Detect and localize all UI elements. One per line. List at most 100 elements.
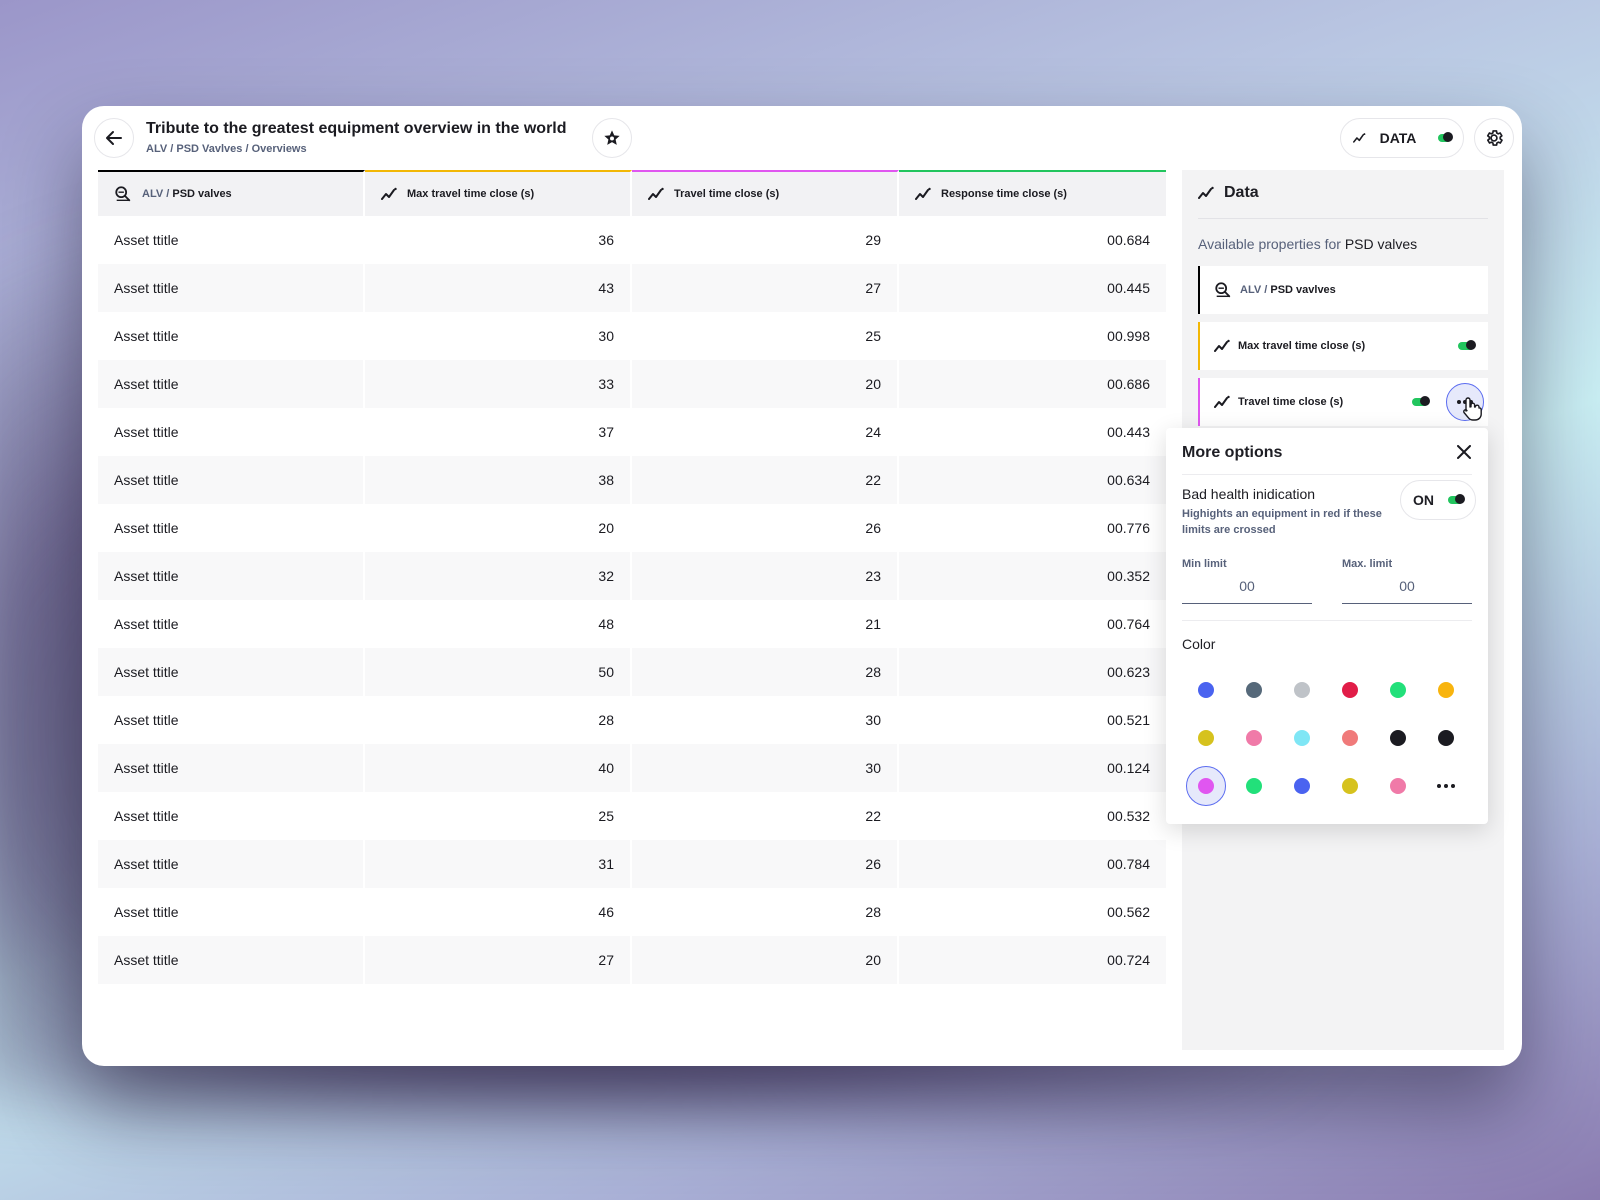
- equipment-table: ALV / PSD valves Max travel time close (…: [98, 170, 1166, 984]
- toggle-label: ON: [1413, 492, 1434, 508]
- table-row[interactable]: Asset ttitle 38 22 00.634: [98, 456, 1166, 504]
- column-header-label: Response time close (s): [941, 188, 1067, 200]
- table-row[interactable]: Asset ttitle 31 26 00.784: [98, 840, 1166, 888]
- asset-title-cell: Asset ttitle: [98, 840, 365, 888]
- close-button[interactable]: [1454, 442, 1474, 462]
- column-header-response-time[interactable]: Response time close (s): [899, 170, 1166, 216]
- favorite-button[interactable]: [592, 118, 632, 158]
- trend-icon: [1353, 133, 1366, 143]
- property-toggle[interactable]: [1458, 340, 1476, 350]
- back-button[interactable]: [94, 118, 134, 158]
- value-cell: 29: [632, 216, 899, 264]
- color-swatch[interactable]: [1230, 714, 1278, 762]
- value-cell: 28: [632, 888, 899, 936]
- property-item-travel-time[interactable]: Travel time close (s): [1198, 378, 1488, 426]
- settings-button[interactable]: [1474, 118, 1514, 158]
- property-prefix: ALV /: [1240, 284, 1268, 296]
- color-swatch[interactable]: [1182, 762, 1230, 810]
- color-swatch[interactable]: [1182, 666, 1230, 714]
- value-cell: 22: [632, 456, 899, 504]
- value-cell: 00.724: [1107, 952, 1150, 968]
- breadcrumb[interactable]: ALV / PSD Vavlves / Overviews: [146, 143, 307, 155]
- value-cell: 00.784: [1107, 856, 1150, 872]
- more-horizontal-icon: [1437, 784, 1455, 788]
- more-options-button[interactable]: [1446, 383, 1484, 421]
- data-panel-toggle[interactable]: DATA: [1340, 118, 1464, 158]
- column-header-travel-time[interactable]: Travel time close (s): [632, 170, 899, 216]
- more-colors-button[interactable]: [1422, 762, 1470, 810]
- value-cell: 00.998: [1107, 328, 1150, 344]
- table-row[interactable]: Asset ttitle 27 20 00.724: [98, 936, 1166, 984]
- star-icon: [604, 130, 620, 145]
- color-swatch[interactable]: [1374, 762, 1422, 810]
- asset-title-cell: Asset ttitle: [98, 552, 365, 600]
- value-cell: 25: [365, 792, 632, 840]
- bad-health-label: Bad health inidication: [1182, 486, 1316, 502]
- value-cell: 00.532: [1107, 808, 1150, 824]
- max-limit-field[interactable]: Max. limit 00: [1342, 558, 1472, 604]
- bad-health-toggle[interactable]: ON: [1400, 480, 1476, 520]
- min-limit-field[interactable]: Min limit 00: [1182, 558, 1312, 604]
- min-limit-input[interactable]: 00: [1182, 578, 1312, 604]
- trend-icon: [648, 187, 664, 200]
- table-row[interactable]: Asset ttitle 43 27 00.445: [98, 264, 1166, 312]
- table-row[interactable]: Asset ttitle 40 30 00.124: [98, 744, 1166, 792]
- data-toggle-label: DATA: [1379, 130, 1417, 146]
- color-swatch[interactable]: [1326, 714, 1374, 762]
- table-row[interactable]: Asset ttitle 50 28 00.623: [98, 648, 1166, 696]
- value-cell: 00.686: [1107, 376, 1150, 392]
- asset-title-cell: Asset ttitle: [98, 408, 365, 456]
- column-header-max-travel-time[interactable]: Max travel time close (s): [365, 170, 632, 216]
- table-row[interactable]: Asset ttitle 25 22 00.532: [98, 792, 1166, 840]
- asset-title-cell: Asset ttitle: [98, 744, 365, 792]
- color-swatch[interactable]: [1278, 666, 1326, 714]
- data-toggle-switch[interactable]: [1438, 132, 1453, 142]
- property-label: Max travel time close (s): [1238, 340, 1366, 352]
- table-row[interactable]: Asset ttitle 48 21 00.764: [98, 600, 1166, 648]
- value-cell: 46: [365, 888, 632, 936]
- table-row[interactable]: Asset ttitle 46 28 00.562: [98, 888, 1166, 936]
- table-row[interactable]: Asset ttitle 32 23 00.352: [98, 552, 1166, 600]
- color-swatch[interactable]: [1182, 714, 1230, 762]
- table-row[interactable]: Asset ttitle 20 26 00.776: [98, 504, 1166, 552]
- property-toggle[interactable]: [1412, 396, 1430, 406]
- value-cell: 24: [632, 408, 899, 456]
- trend-icon: [1214, 395, 1230, 408]
- table-row[interactable]: Asset ttitle 33 20 00.686: [98, 360, 1166, 408]
- table-row[interactable]: Asset ttitle 30 25 00.998: [98, 312, 1166, 360]
- value-cell: 20: [632, 936, 899, 984]
- trend-icon: [1214, 339, 1230, 352]
- color-swatch[interactable]: [1326, 666, 1374, 714]
- color-swatch[interactable]: [1230, 666, 1278, 714]
- color-swatch[interactable]: [1374, 666, 1422, 714]
- column-header-asset[interactable]: ALV / PSD valves: [98, 170, 365, 216]
- color-swatch[interactable]: [1230, 762, 1278, 810]
- asset-title-cell: Asset ttitle: [98, 888, 365, 936]
- color-swatch[interactable]: [1278, 714, 1326, 762]
- color-swatch[interactable]: [1422, 714, 1470, 762]
- value-cell: 31: [365, 840, 632, 888]
- panel-title-text: Data: [1224, 184, 1259, 201]
- gear-icon: [1486, 130, 1503, 146]
- column-header-prefix: ALV /: [142, 188, 170, 200]
- property-item-asset[interactable]: ALV / PSD vavlves: [1198, 266, 1488, 314]
- asset-title-cell: Asset ttitle: [98, 648, 365, 696]
- value-cell: 22: [632, 792, 899, 840]
- color-swatch[interactable]: [1422, 666, 1470, 714]
- more-options-popover: More options Bad health inidication High…: [1166, 428, 1488, 824]
- color-swatch[interactable]: [1326, 762, 1374, 810]
- property-item-max-travel-time[interactable]: Max travel time close (s): [1198, 322, 1488, 370]
- property-label: Travel time close (s): [1238, 396, 1344, 408]
- column-header-label: Max travel time close (s): [407, 188, 535, 200]
- close-icon: [1457, 445, 1471, 459]
- value-cell: 00.764: [1107, 616, 1150, 632]
- color-swatch[interactable]: [1374, 714, 1422, 762]
- max-limit-input[interactable]: 00: [1342, 578, 1472, 604]
- table-row[interactable]: Asset ttitle 28 30 00.521: [98, 696, 1166, 744]
- table-row[interactable]: Asset ttitle 37 24 00.443: [98, 408, 1166, 456]
- table-row[interactable]: Asset ttitle 36 29 00.684: [98, 216, 1166, 264]
- color-swatch[interactable]: [1278, 762, 1326, 810]
- value-cell: 43: [365, 264, 632, 312]
- value-cell: 30: [632, 744, 899, 792]
- value-cell: 27: [365, 936, 632, 984]
